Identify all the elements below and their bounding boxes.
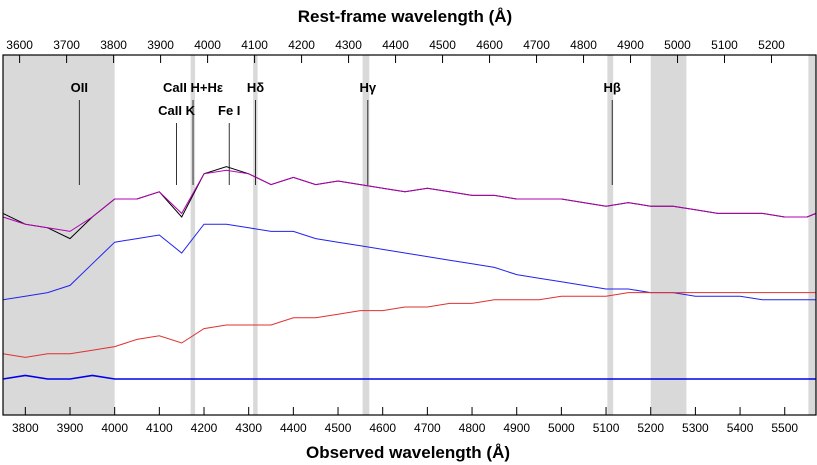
masked-regions	[3, 55, 816, 415]
bottom-tick-label: 5100	[593, 421, 620, 435]
top-tick-label: 4000	[194, 38, 221, 52]
top-tick-label: 4700	[523, 38, 550, 52]
line-marker-label: OII	[71, 80, 88, 95]
top-tick-label: 5100	[711, 38, 738, 52]
masked-region	[190, 55, 196, 415]
top-tick-label: 5200	[758, 38, 785, 52]
masked-region	[253, 55, 258, 415]
spectrum-series	[2, 166, 817, 380]
bottom-tick-label: 5200	[637, 421, 664, 435]
masked-region	[3, 55, 115, 415]
bottom-tick-label: 4300	[235, 421, 262, 435]
line-marker-label: Hδ	[247, 80, 264, 95]
spectrum-line	[2, 166, 817, 240]
masked-region	[808, 55, 816, 415]
bottom-tick-label: 4800	[459, 421, 486, 435]
bottom-tick-label: 4400	[280, 421, 307, 435]
bottom-tick-label: 4900	[503, 421, 530, 435]
bottom-tick-label: 4600	[369, 421, 396, 435]
spectrum-line	[2, 292, 816, 358]
top-tick-label: 4400	[382, 38, 409, 52]
line-marker-label: CaII K	[158, 103, 195, 118]
spectrum-line	[2, 169, 817, 232]
masked-region	[650, 55, 687, 415]
bottom-tick-label: 3800	[12, 421, 39, 435]
top-tick-label: 3700	[53, 38, 80, 52]
line-marker-label: CaII H+Hε	[163, 80, 223, 95]
top-tick-label: 4500	[429, 38, 456, 52]
bottom-tick-label: 4100	[146, 421, 173, 435]
top-tick-label: 4300	[335, 38, 362, 52]
spectrum-line	[2, 374, 816, 380]
plot-frame	[2, 54, 817, 416]
top-axis-title: Rest-frame wavelength (Å)	[298, 7, 512, 26]
top-tick-label: 4600	[476, 38, 503, 52]
bottom-tick-label: 4200	[191, 421, 218, 435]
top-tick-label: 4900	[617, 38, 644, 52]
bottom-tick-label: 5500	[771, 421, 798, 435]
line-markers: OII CaII H+Hε CaII K Fe I Hδ Hγ Hβ	[71, 80, 621, 185]
bottom-tick-label: 4700	[414, 421, 441, 435]
top-tick-label: 3800	[100, 38, 127, 52]
line-marker-label: Hβ	[604, 80, 621, 95]
bottom-tick-label: 4500	[325, 421, 352, 435]
top-tick-label: 3900	[147, 38, 174, 52]
top-tick-label: 5000	[664, 38, 691, 52]
axis-ticks: 3800 3900 4000 4100 4200 4300 4400 4500 4600 4700…	[6, 38, 798, 435]
bottom-tick-label: 3900	[57, 421, 84, 435]
bottom-tick-label: 5400	[727, 421, 754, 435]
bottom-tick-label: 5300	[682, 421, 709, 435]
bottom-tick-label: 4000	[101, 421, 128, 435]
top-tick-label: 4200	[288, 38, 315, 52]
top-tick-label: 4800	[570, 38, 597, 52]
line-marker-label: Fe I	[218, 103, 240, 118]
masked-region	[362, 55, 370, 415]
line-marker-label: Hγ	[360, 80, 377, 95]
top-tick-label: 4100	[241, 38, 268, 52]
bottom-axis-title: Observed wavelength (Å)	[306, 443, 510, 462]
spectrum-line	[2, 223, 816, 301]
masked-region	[607, 55, 614, 415]
top-tick-label: 3600	[6, 38, 33, 52]
bottom-tick-label: 5000	[548, 421, 575, 435]
